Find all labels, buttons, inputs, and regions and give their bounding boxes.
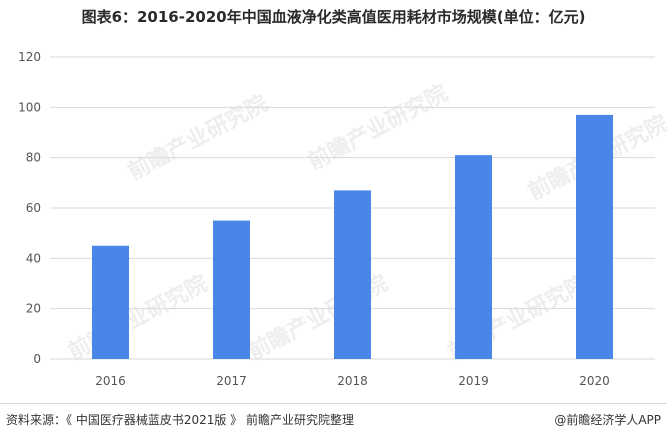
bar [334, 190, 371, 359]
x-tick-label: 2019 [458, 374, 489, 388]
bar-chart: 0 20 40 60 80 100 120 2016 2017 2018 2019 2020 [18, 50, 655, 388]
y-tick-label: 120 [18, 50, 41, 64]
x-tick-label: 2018 [337, 374, 368, 388]
footer-divider [0, 403, 667, 404]
x-tick-label: 2016 [95, 374, 126, 388]
y-tick-label: 40 [26, 251, 41, 265]
y-tick-label: 0 [33, 352, 41, 366]
y-tick-label: 20 [26, 302, 41, 316]
bar [92, 245, 129, 359]
y-tick-label: 60 [26, 201, 41, 215]
bar [213, 220, 250, 359]
x-tick-label: 2020 [579, 374, 610, 388]
y-tick-label: 100 [18, 100, 41, 114]
bar [455, 155, 492, 359]
x-tick-label: 2017 [216, 374, 247, 388]
bar [576, 114, 613, 359]
source-note: 资料来源：《 中国医疗器械蓝皮书2021版 》 前瞻产业研究院整理 [6, 413, 354, 427]
chart-title: 图表6：2016-2020年中国血液净化类高值医用耗材市场规模(单位：亿元) [81, 8, 586, 26]
y-tick-label: 80 [26, 151, 41, 165]
brand-credit: @前瞻经济学人APP [554, 413, 661, 427]
